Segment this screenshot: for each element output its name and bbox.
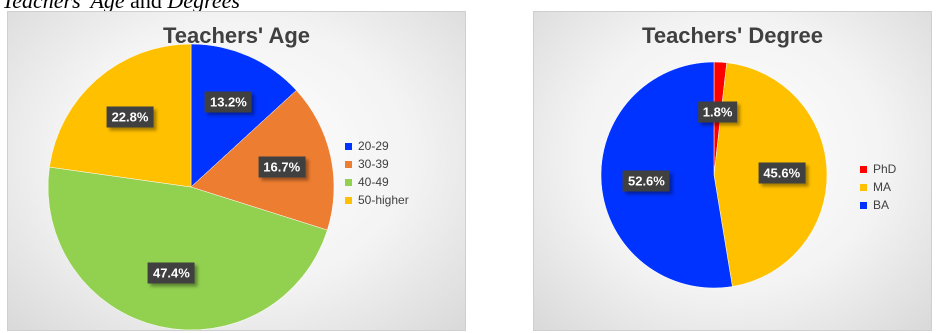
legend-swatch <box>860 165 867 173</box>
legend-label: PhD <box>873 162 897 176</box>
legend-item: 40-49 <box>345 173 409 191</box>
chart-title: Teachers' Degree <box>642 23 823 48</box>
legend-swatch <box>345 160 352 168</box>
legend-label: 30-39 <box>358 157 389 171</box>
age-chart-panel: Teachers' Age 20-29 30-39 40-49 50-higher 1… <box>7 11 466 331</box>
data-label: 22.8% <box>106 106 154 128</box>
legend-item: PhD <box>860 160 896 178</box>
degree-chart-panel: Teachers' Degree PhD MA BA 1.8% 45.6% 52.6% <box>533 11 932 331</box>
legend-swatch <box>345 142 352 150</box>
legend-item: BA <box>860 196 896 214</box>
legend-item: MA <box>860 178 896 196</box>
legend-swatch <box>860 201 867 209</box>
legend-item: 20-29 <box>345 137 409 155</box>
pie-slice-20-29 <box>190 43 297 188</box>
pie-slice-40-49 <box>47 166 328 331</box>
legend-label: 40-49 <box>358 175 389 189</box>
legend-swatch <box>345 196 352 204</box>
data-label: 52.6% <box>622 170 670 192</box>
data-label: 13.2% <box>204 91 252 113</box>
legend-item: 50-higher <box>345 191 409 209</box>
data-label: 1.8% <box>697 101 738 123</box>
data-label: 45.6% <box>758 162 806 184</box>
age-pie-chart <box>47 43 335 331</box>
chart-legend: 20-29 30-39 40-49 50-higher <box>345 137 409 209</box>
legend-label: MA <box>873 180 891 194</box>
chart-legend: PhD MA BA <box>860 160 896 214</box>
data-label: 16.7% <box>258 156 306 178</box>
data-label: 47.4% <box>147 262 195 284</box>
legend-swatch <box>345 178 352 186</box>
legend-item: 30-39 <box>345 155 409 173</box>
figure-caption: Teachers' Age and Degrees <box>2 0 240 13</box>
legend-swatch <box>860 183 867 191</box>
legend-label: 50-higher <box>358 193 409 207</box>
legend-label: 20-29 <box>358 139 389 153</box>
legend-label: BA <box>873 198 890 212</box>
